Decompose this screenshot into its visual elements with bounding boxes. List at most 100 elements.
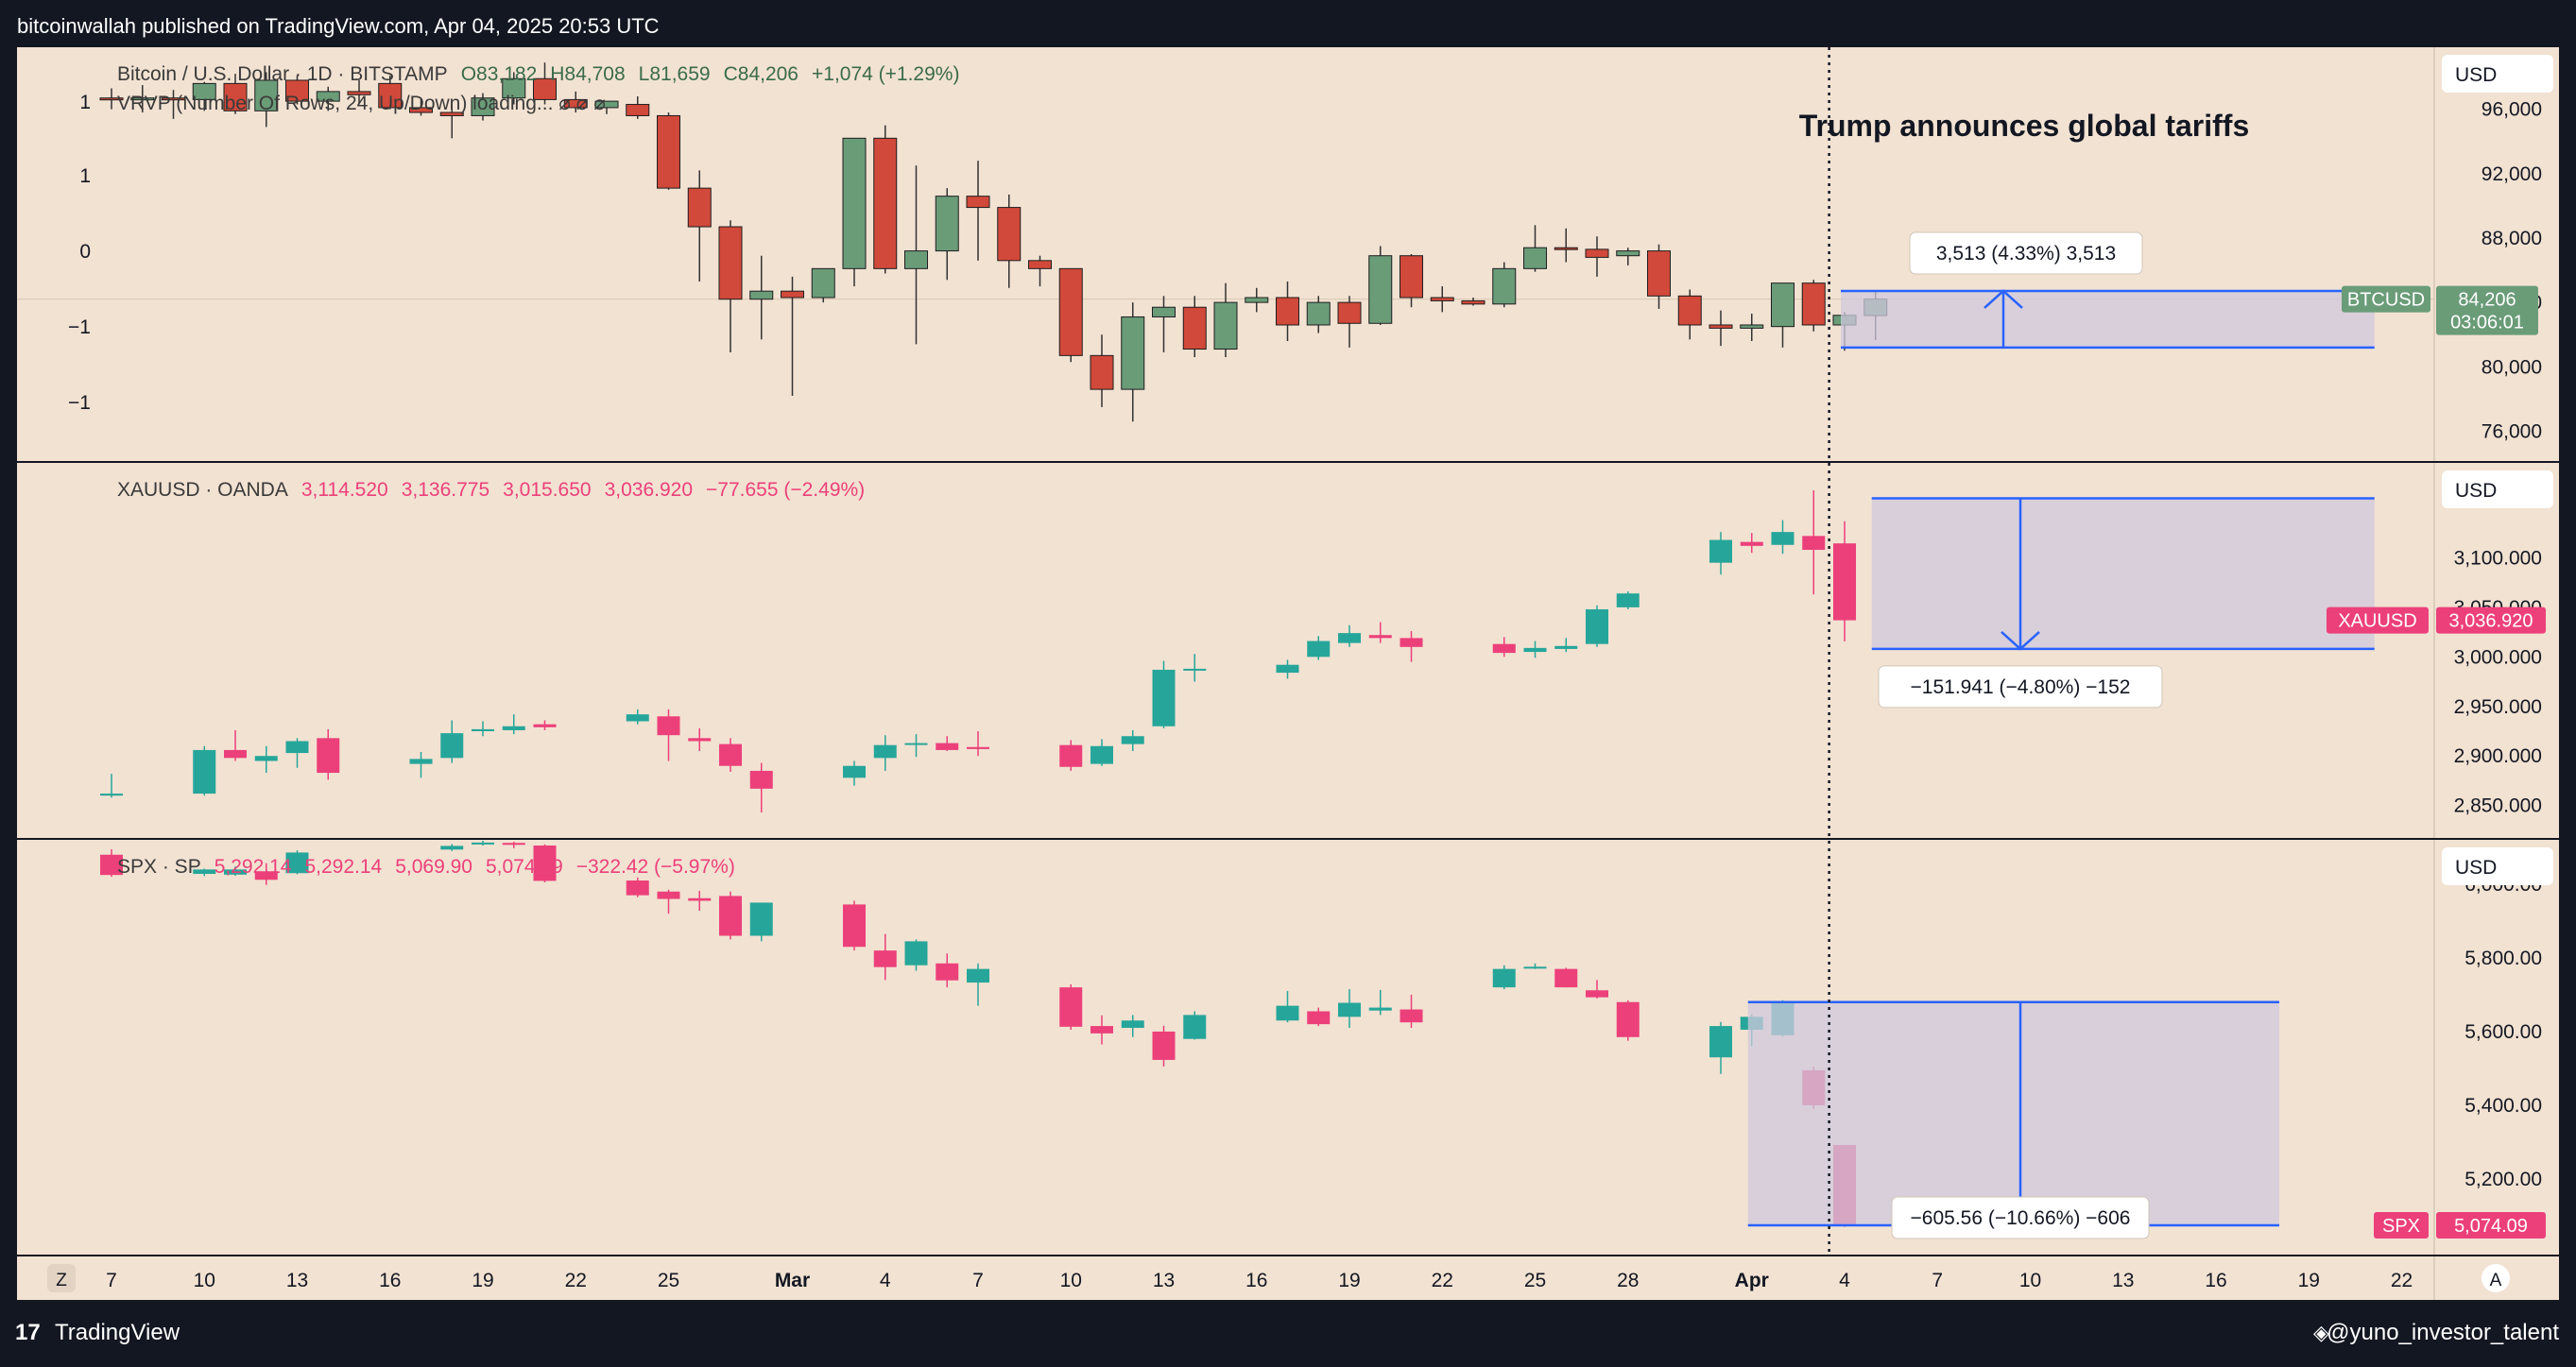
candle-body (749, 770, 773, 789)
candle (130, 85, 155, 113)
candle (440, 844, 464, 851)
candle (502, 842, 525, 848)
left-scale-tick: 1 (79, 92, 91, 113)
candle-body (966, 196, 990, 209)
legend-chg: −77.655 (−2.49%) (706, 479, 865, 501)
candle-body (1121, 316, 1145, 390)
measure-area[interactable] (1871, 498, 2375, 649)
candle (533, 844, 557, 882)
measure-tool[interactable]: −605.56 (−10.66%) −606 (1747, 1000, 2279, 1239)
auto-scale-button-bg[interactable] (2482, 1264, 2510, 1292)
candle (99, 88, 124, 110)
measure-tool[interactable]: −151.941 (−4.80%) −152 (1871, 497, 2375, 709)
candle (1523, 963, 1547, 969)
candle (1709, 1021, 1732, 1074)
author-watermark: ◈ @yuno_investor_talent (2313, 1320, 2559, 1345)
measure-tool[interactable]: 3,513 (4.33%) 3,513 (1841, 231, 2375, 350)
candle-body (1183, 668, 1207, 671)
candle-body (100, 794, 123, 796)
legend-h: H84,708 (550, 63, 625, 85)
candle (502, 714, 525, 735)
legend-spx: SPX · SP 5,292.14 5,292.14 5,069.90 5,074.09… (117, 856, 735, 878)
candle (936, 736, 959, 751)
candle-body (935, 196, 959, 252)
candle-body (1585, 248, 1609, 258)
measure-label: 3,513 (4.33%) 3,513 (1936, 243, 2116, 265)
candle-body (472, 842, 494, 845)
candles-xau (100, 490, 1856, 813)
candle-body (1523, 966, 1547, 969)
auto-scale-button[interactable]: A (2482, 1264, 2510, 1292)
y-tick-label: 5,800.00 (2464, 948, 2542, 969)
candle-body (563, 98, 588, 109)
candle (1307, 1007, 1331, 1027)
candle-body (1740, 324, 1764, 329)
candle (967, 730, 989, 757)
y-tick-label: 96,000 (2482, 99, 2542, 121)
x-tick-label: 16 (379, 1270, 401, 1291)
x-tick-label: 22 (2391, 1270, 2413, 1291)
measure-label: −605.56 (−10.66%) −606 (1911, 1207, 2131, 1229)
candle (1740, 533, 1763, 554)
currency-button[interactable]: USD (2442, 470, 2553, 508)
candle-body (1802, 536, 1826, 551)
tv-logo-icon: 17 (15, 1320, 41, 1345)
candle (657, 889, 680, 914)
candle-body (1338, 1002, 1361, 1017)
candle (472, 721, 494, 737)
candle (440, 720, 464, 763)
x-tick-label: 28 (1617, 1270, 1639, 1291)
candle-body (843, 904, 866, 948)
candle (347, 79, 371, 105)
zoom-button-label[interactable]: Z (56, 1271, 67, 1290)
candle-body (1213, 301, 1238, 350)
x-tick-label: 25 (658, 1270, 679, 1291)
candle-body (193, 869, 216, 875)
candle-body (1554, 247, 1578, 250)
candle (873, 933, 897, 981)
symbol-tag-bg (2374, 1212, 2429, 1239)
currency-button-bg[interactable] (2442, 847, 2553, 885)
candle (1183, 1011, 1207, 1040)
symbol-tag-bg (2342, 285, 2430, 313)
currency-button[interactable]: USD (2442, 847, 2553, 885)
candle-body (1400, 638, 1423, 647)
x-tick-label: 16 (1245, 1270, 1267, 1291)
indicator-legend: VRVP (Number Of Rows, 24, Up/Down) loadi… (117, 93, 606, 114)
candle (1276, 991, 1299, 1023)
currency-button-bg[interactable] (2442, 55, 2553, 93)
candle-body (967, 746, 989, 749)
candle (1461, 298, 1485, 306)
annotation-title: Trump announces global tariffs (1799, 109, 2250, 143)
candle-body (409, 107, 433, 113)
candle (811, 267, 835, 303)
candle (1276, 281, 1299, 342)
y-tick-label: 92,000 (2482, 163, 2542, 185)
currency-label[interactable]: USD (2455, 480, 2497, 502)
candle (1677, 289, 1702, 340)
auto-scale-label[interactable]: A (2490, 1271, 2502, 1290)
candle (843, 760, 866, 786)
currency-button[interactable]: USD (2442, 55, 2553, 93)
candle (873, 735, 897, 771)
x-tick-label: 7 (1932, 1270, 1943, 1291)
tradingview-logo[interactable]: 17 TradingView (15, 1320, 180, 1345)
currency-button-bg[interactable] (2442, 470, 2553, 508)
candle-body (1152, 669, 1176, 726)
legend-line: Bitcoin / U.S. Dollar · 1D · BITSTAMP O83… (117, 63, 959, 85)
currency-label[interactable]: USD (2455, 64, 2497, 86)
currency-label[interactable]: USD (2455, 857, 2497, 879)
measure-area[interactable] (1841, 290, 2375, 348)
candle (936, 953, 959, 988)
candle-body (472, 728, 494, 731)
measure-area[interactable] (1747, 1001, 2279, 1226)
zoom-button-bg[interactable] (47, 1264, 76, 1292)
y-tick-label: 88,000 (2482, 228, 2542, 249)
candle (1090, 334, 1114, 407)
candle-body (1771, 532, 1795, 545)
candle (1059, 740, 1083, 771)
candle (1554, 967, 1578, 988)
auto-zoom-button[interactable]: Z (47, 1264, 76, 1292)
candle (1523, 641, 1547, 658)
